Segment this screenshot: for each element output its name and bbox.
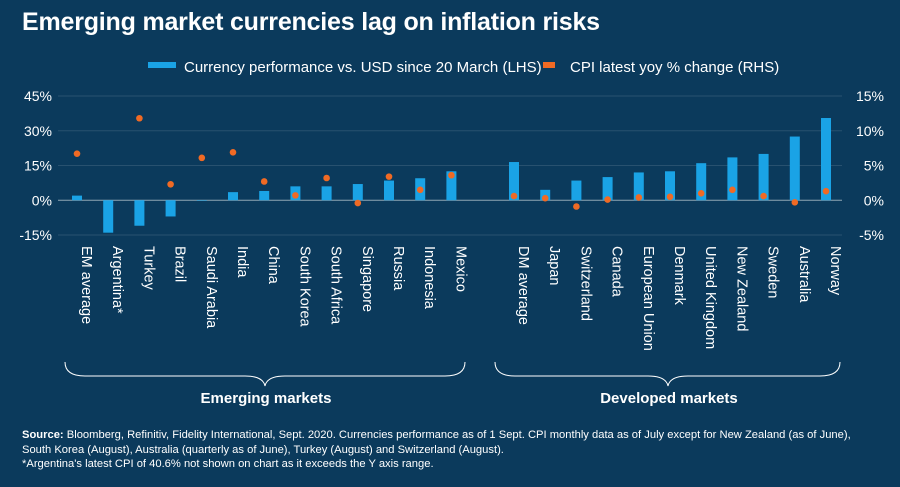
x-tick-label: Turkey <box>140 246 156 291</box>
cpi-dot-series <box>73 114 830 210</box>
cpi-dot <box>136 114 143 122</box>
currency-bar <box>384 180 394 201</box>
currency-bar <box>259 190 270 201</box>
emerging-markets-label: Emerging markets <box>201 390 332 407</box>
x-tick-label: South Korea <box>296 246 312 328</box>
cpi-dot <box>73 150 81 157</box>
footnote-text: *Argentina's latest CPI of 40.6% not sho… <box>22 458 434 471</box>
y-axis-right: 15% 10% 5% 0% -5% <box>856 88 884 243</box>
group-braces: Emerging markets Developed markets <box>64 361 841 407</box>
currency-bar <box>196 200 207 201</box>
y-tick-right: 5% <box>864 158 884 174</box>
currency-bar <box>696 163 707 201</box>
x-tick-label: United Kingdom <box>702 246 718 349</box>
cpi-dot <box>229 148 237 156</box>
currency-bar <box>665 171 675 201</box>
x-tick-label: Indonesia <box>421 246 437 310</box>
x-tick-label: Mexico <box>452 246 468 292</box>
y-tick-left: 30% <box>24 123 52 139</box>
cpi-dot <box>541 194 549 202</box>
cpi-dot <box>666 193 674 201</box>
x-tick-label: Switzerland <box>577 246 593 321</box>
legend-dot-label: CPI latest yoy % change (RHS) <box>570 59 779 76</box>
x-tick-label: Brazil <box>172 246 188 282</box>
currency-bar <box>821 118 831 201</box>
cpi-dot <box>822 187 830 195</box>
x-tick-label: Japan <box>546 246 562 286</box>
x-tick-label: DM average <box>515 246 531 325</box>
currency-bar <box>446 171 457 201</box>
currency-bar <box>509 162 519 201</box>
y-tick-right: 0% <box>864 192 884 208</box>
currency-bar <box>789 136 800 201</box>
developed-brace <box>494 361 841 387</box>
y-axis-left: 45% 30% 15% 0% -15% <box>19 88 52 243</box>
cpi-dot <box>167 180 174 188</box>
developed-markets-label: Developed markets <box>600 390 738 407</box>
cpi-dot <box>416 186 424 194</box>
chart: Currency performance vs. USD since 20 Ma… <box>19 59 884 407</box>
x-tick-label: Singapore <box>359 246 375 312</box>
source-note: Source: Bloomberg, Refinitiv, Fidelity I… <box>22 428 882 472</box>
y-tick-left: -15% <box>19 227 52 243</box>
x-tick-label: Norway <box>827 246 843 296</box>
x-tick-label: Saudi Arabia <box>203 246 219 329</box>
x-tick-label: China <box>265 246 281 285</box>
currency-bar <box>727 157 738 201</box>
x-tick-label: EM average <box>78 246 94 324</box>
y-tick-left: 15% <box>24 158 52 174</box>
cpi-dot <box>760 192 767 200</box>
currency-bar <box>602 177 613 201</box>
legend: Currency performance vs. USD since 20 Ma… <box>148 59 779 76</box>
cpi-dot <box>604 196 611 203</box>
emerging-brace <box>64 361 466 387</box>
cpi-dot <box>697 190 705 197</box>
x-axis-labels: EM average Argentina* Turkey Brazil Saudi Ar… <box>78 246 843 351</box>
currency-bar <box>72 195 82 201</box>
currency-bar <box>571 180 582 201</box>
legend-bar-swatch <box>148 62 176 68</box>
currency-bar <box>352 184 363 201</box>
cpi-dot <box>573 203 580 210</box>
y-tick-right: -5% <box>859 227 884 243</box>
cpi-dot <box>198 154 206 162</box>
y-tick-left: 45% <box>24 88 52 104</box>
cpi-dot <box>260 178 268 185</box>
x-tick-label: South Africa <box>328 246 344 325</box>
source-label: Source: <box>22 429 64 441</box>
cpi-dot <box>635 194 643 201</box>
currency-bar <box>165 200 176 217</box>
y-tick-right: 10% <box>856 123 884 139</box>
x-tick-label: India <box>234 246 250 278</box>
cpi-dot <box>323 174 330 182</box>
x-tick-label: Russia <box>390 246 406 291</box>
source-text: Bloomberg, Refinitiv, Fidelity Internati… <box>22 429 851 456</box>
cpi-dot <box>448 171 455 179</box>
currency-bar <box>321 186 332 201</box>
cpi-dot <box>354 199 362 207</box>
cpi-dot <box>385 173 393 180</box>
x-tick-label: Argentina* <box>109 246 125 314</box>
x-tick-label: Australia <box>796 246 812 303</box>
currency-bar <box>758 153 769 201</box>
legend-bar-label: Currency performance vs. USD since 20 Ma… <box>184 59 542 76</box>
cpi-dot <box>292 192 299 199</box>
currency-bar <box>103 200 114 233</box>
x-tick-label: Denmark <box>671 246 687 306</box>
y-tick-right: 15% <box>856 88 884 104</box>
currency-bar <box>228 192 238 201</box>
x-tick-label: New Zealand <box>733 246 749 331</box>
x-tick-label: European Union <box>640 246 656 351</box>
y-tick-left: 0% <box>32 192 52 208</box>
chart-title: Emerging market currencies lag on inflat… <box>22 8 600 36</box>
currency-bar <box>134 200 145 226</box>
x-tick-label: Canada <box>609 246 625 298</box>
currency-bar <box>633 172 644 201</box>
cpi-dot <box>510 192 518 200</box>
legend-dot-swatch <box>543 62 555 68</box>
x-tick-label: Sweden <box>765 246 781 298</box>
cpi-dot <box>729 186 736 194</box>
cpi-dot <box>791 199 799 206</box>
